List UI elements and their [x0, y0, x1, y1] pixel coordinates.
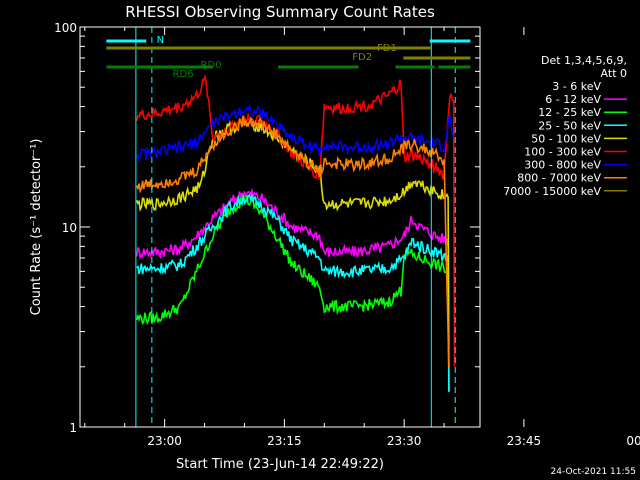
series-traces	[135, 74, 456, 428]
series-line-6	[136, 104, 455, 164]
footer-date: 24-Oct-2021 11:55	[551, 467, 636, 477]
x-tick-label-0: 23:00	[147, 434, 182, 448]
series-line-1	[135, 187, 450, 392]
x-tick-label-1: 23:15	[267, 434, 302, 448]
x-tick-label-3: 23:45	[507, 434, 542, 448]
legend-label-1: 6 - 12 keV	[545, 93, 601, 106]
x-axis-label: Start Time (23-Jun-14 22:49:22)	[176, 457, 384, 472]
series-line-3	[136, 192, 450, 392]
y-axis-label: Count Rate (s⁻¹ detector⁻¹)	[29, 139, 44, 316]
legend-label-3: 25 - 50 keV	[538, 119, 601, 132]
status-label-RD0: RD0	[201, 60, 222, 71]
x-tick-label-2: 23:30	[387, 434, 422, 448]
status-label-RD6: RD6	[173, 69, 194, 80]
chart-title: RHESSI Observing Summary Count Rates	[125, 3, 435, 21]
legend-header-line1: Det 1,3,4,5,6,9,	[541, 54, 627, 67]
legend-header-line2: Att 0	[601, 67, 627, 80]
status-label-FD2: FD2	[352, 52, 372, 63]
legend-label-4: 50 - 100 keV	[531, 132, 601, 145]
legend-label-8: 7000 - 15000 keV	[503, 185, 601, 198]
legend-label-6: 300 - 800 keV	[524, 159, 601, 172]
y-tick-label-0: 1	[69, 421, 77, 435]
orbit-vertical-lines	[135, 27, 456, 427]
legend-label-0: 3 - 6 keV	[552, 80, 601, 93]
y-tick-label-2: 100	[54, 21, 77, 35]
series-line-2	[135, 194, 450, 392]
series-line-7	[135, 115, 450, 367]
status-bars: N FD1 FD2 RD0 RD6	[106, 35, 471, 80]
y-tick-label-1: 10	[62, 221, 77, 235]
x-tick-label-4: 00:00	[626, 434, 640, 448]
status-label-N: N	[157, 35, 164, 46]
legend-label-5: 100 - 300 keV	[524, 146, 601, 159]
legend-label-7: 800 - 7000 keV	[517, 172, 601, 185]
legend-label-2: 12 - 25 keV	[538, 106, 601, 119]
status-label-FD1: FD1	[377, 43, 397, 54]
